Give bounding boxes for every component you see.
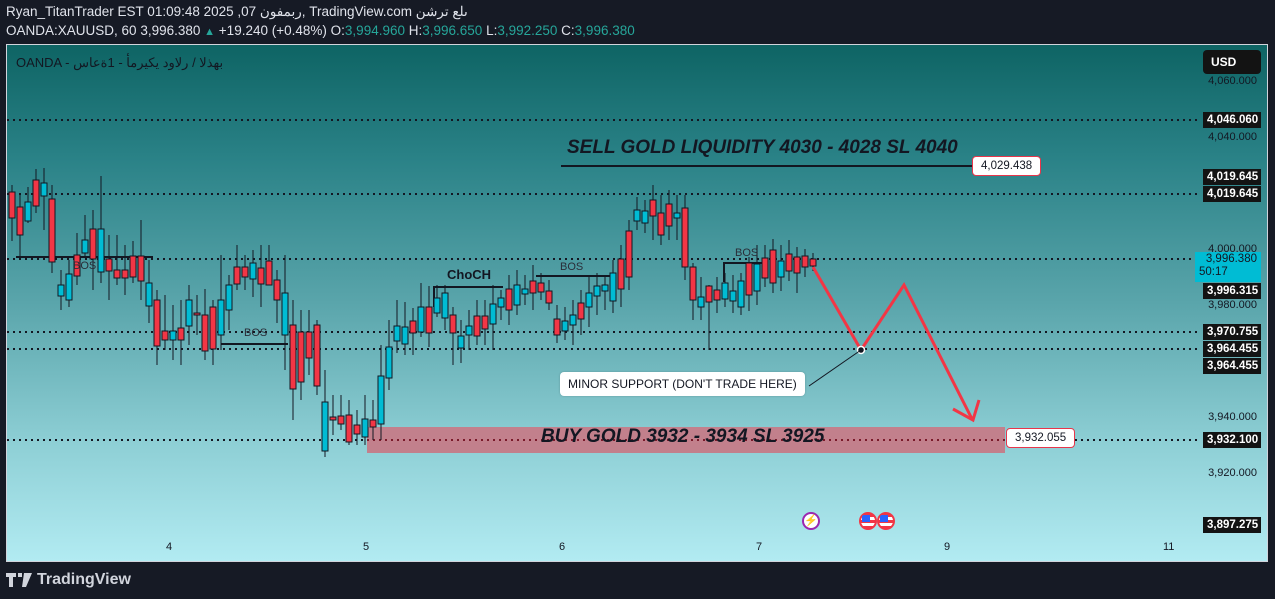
high-label: H: (408, 23, 423, 38)
us-flag-event-icon[interactable] (859, 512, 877, 530)
bos-label-4: BOS (735, 247, 759, 259)
minor-support-note[interactable]: MINOR SUPPORT (DON'T TRADE HERE) (560, 372, 805, 396)
symbol-interval: OANDA:XAUUSD, 60 (6, 23, 137, 38)
time-tick: 4 (166, 541, 173, 553)
sell-annotation[interactable]: SELL GOLD LIQUIDITY 4030 - 4028 SL 4040 (567, 137, 958, 158)
close-label: C: (561, 23, 575, 38)
last-price: 3,996.380 (140, 23, 201, 38)
chart-legend-symbol: OANDA - بهذلا / رلاود يكيرمأ - 1ةعاس (16, 55, 224, 70)
projection-path (811, 266, 974, 420)
price-label: 3,970.755 (1203, 324, 1261, 340)
current-price-label: 3,996.380 50:17 (1195, 252, 1261, 282)
sell-price-callout[interactable]: 4,029.438 (972, 156, 1042, 176)
time-tick: 9 (944, 541, 951, 553)
time-tick: 11 (1163, 541, 1175, 553)
currency-button[interactable]: USD (1203, 50, 1261, 74)
bos-label-3: BOS (560, 261, 584, 273)
open-label: O: (330, 23, 345, 38)
open-value: 3,994.960 (344, 23, 405, 38)
bos-label-2: BOS (244, 327, 268, 339)
close-value: 3,996.380 (574, 23, 635, 38)
price-label: 4,046.060 (1203, 112, 1261, 128)
price-tick: 3,980.000 (1208, 299, 1257, 311)
buy-annotation[interactable]: BUY GOLD 3932 - 3934 SL 3925 (541, 426, 825, 447)
price-plot (7, 119, 1197, 457)
price-label: 3,897.275 (1203, 517, 1261, 533)
time-tick: 7 (756, 541, 763, 553)
tradingview-wordmark: TradingView (37, 571, 131, 588)
ohlc-legend: OANDA:XAUUSD, 60 3,996.380 ▲ +19.240 (+0… (6, 23, 635, 38)
bos-label-1: BOS (73, 260, 97, 272)
price-label: 3,964.455 (1203, 358, 1261, 374)
price-label: 3,932.100 (1203, 432, 1261, 448)
choch-label: ChoCH (447, 267, 492, 282)
price-label: 4,019.645 (1203, 186, 1261, 202)
up-triangle-icon: ▲ (204, 26, 216, 38)
high-value: 3,996.650 (422, 23, 483, 38)
price-label: 3,996.315 (1203, 283, 1261, 299)
candlesticks (8, 168, 817, 457)
buy-price-callout[interactable]: 3,932.055 (1006, 428, 1076, 448)
time-tick: 5 (363, 541, 370, 553)
lightning-event-icon[interactable]: ⚡ (802, 512, 820, 530)
price-tick: 3,940.000 (1208, 411, 1257, 423)
tradingview-logo[interactable]: TradingView (6, 571, 131, 589)
price-tick: 3,920.000 (1208, 467, 1257, 479)
bar-countdown: 50:17 (1199, 266, 1228, 278)
us-flag-event-icon[interactable] (877, 512, 895, 530)
price-tick: 4,040.000 (1208, 131, 1257, 143)
current-price: 3,996.380 (1205, 253, 1257, 265)
price-change: +19.240 (+0.48%) (218, 23, 327, 38)
chart-area[interactable]: OANDA - بهذلا / رلاود يكيرمأ - 1ةعاس USD… (6, 44, 1268, 562)
tradingview-logo-icon (6, 573, 32, 587)
price-label: 3,964.455 (1203, 341, 1261, 357)
low-label: L: (486, 23, 498, 38)
low-value: 3,992.250 (497, 23, 558, 38)
price-label: 4,019.645 (1203, 169, 1261, 185)
chart-publish-info: Ryan_TitanTrader EST 01:09:48 2025 ,07 ر… (6, 4, 468, 19)
price-tick: 4,060.000 (1208, 75, 1257, 87)
time-tick: 6 (559, 541, 566, 553)
